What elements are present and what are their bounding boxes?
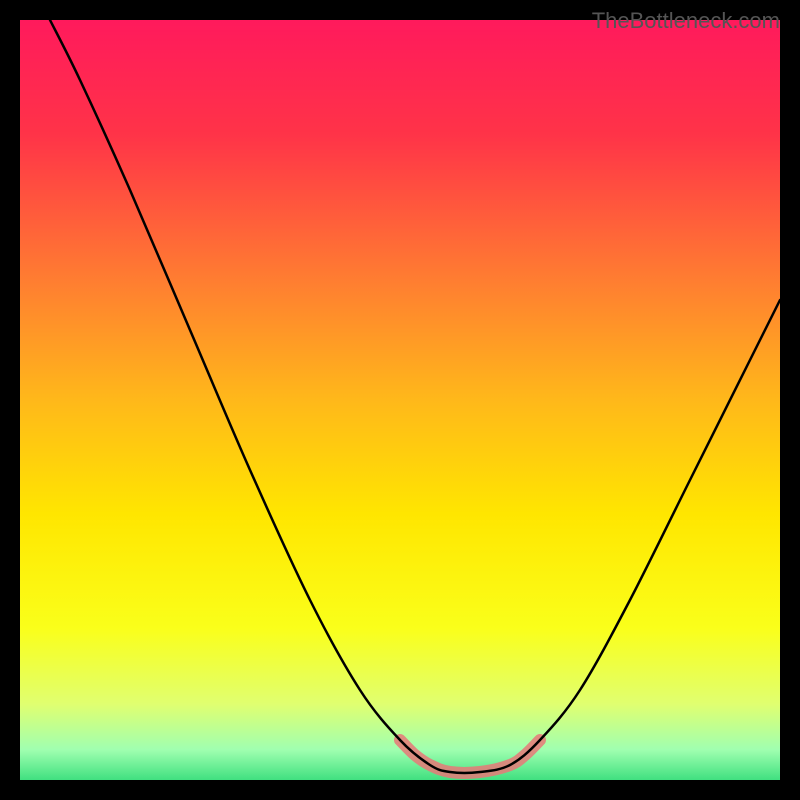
curve-chart <box>20 20 780 780</box>
bottom-marker <box>400 740 540 773</box>
main-curve <box>50 20 780 773</box>
chart-container <box>20 20 780 780</box>
watermark-text: TheBottleneck.com <box>592 8 780 34</box>
